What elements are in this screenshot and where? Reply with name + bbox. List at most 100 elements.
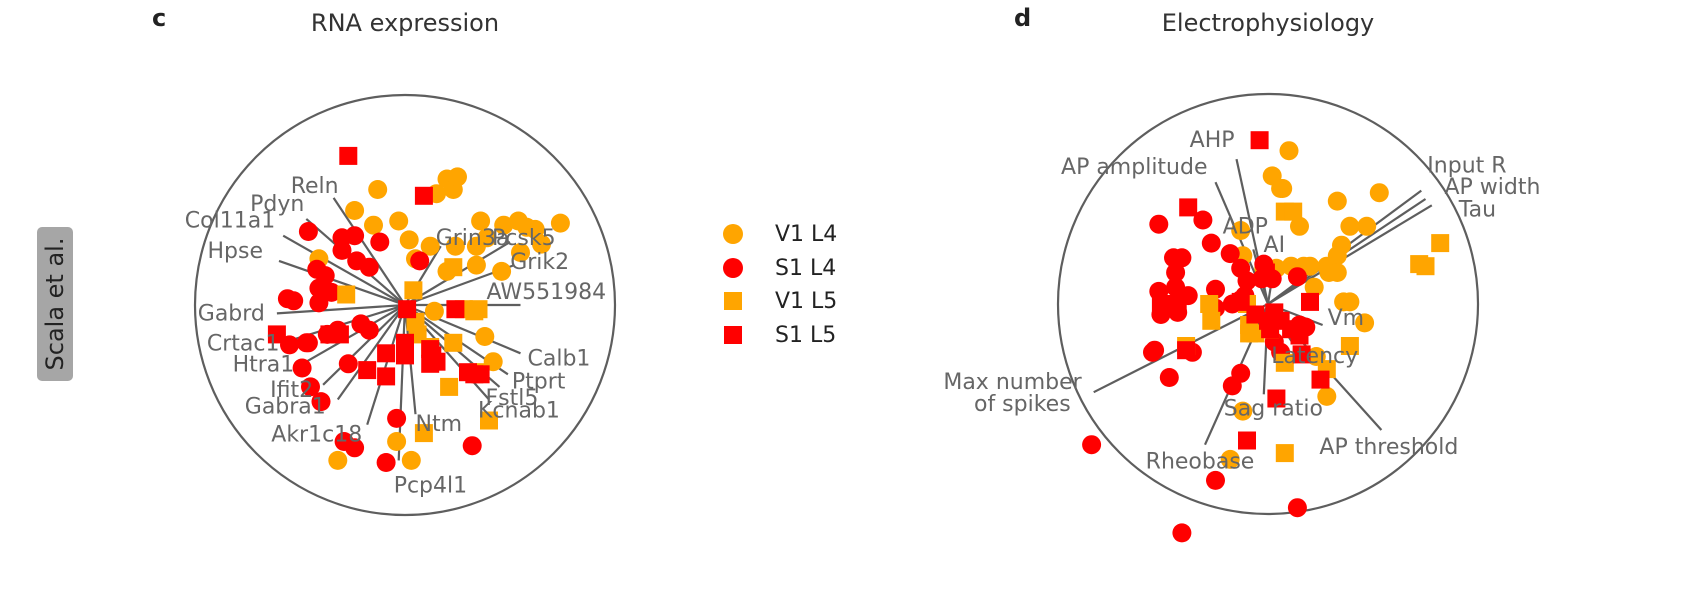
point-v1-l4 bbox=[471, 211, 491, 231]
loading-label-grin3a: Grin3a bbox=[436, 226, 510, 251]
loading-label-col11a1: Col11a1 bbox=[185, 209, 275, 234]
point-v1-l4 bbox=[448, 167, 467, 187]
point-s1-l4 bbox=[1143, 342, 1162, 362]
point-v1-l4 bbox=[1327, 191, 1347, 211]
point-s1-l5 bbox=[1250, 131, 1269, 150]
point-v1-l4 bbox=[345, 201, 365, 220]
point-v1-l4 bbox=[1220, 449, 1240, 469]
legend-marker-s1-l4 bbox=[723, 258, 743, 278]
point-s1-l4 bbox=[332, 240, 352, 260]
point-v1-l4 bbox=[1340, 292, 1360, 312]
point-v1-l4 bbox=[387, 432, 407, 451]
loading-label-pdyn: Pdyn bbox=[250, 192, 304, 217]
point-v1-l5 bbox=[1416, 257, 1435, 276]
loading-label-adp: ADP bbox=[1223, 214, 1268, 239]
point-s1-l4 bbox=[1082, 435, 1102, 455]
legend-item-s1-l4: S1 L4 bbox=[723, 256, 836, 281]
loading-line-akr1c18 bbox=[366, 304, 407, 426]
point-s1-l5 bbox=[1311, 370, 1330, 389]
point-s1-l4 bbox=[1206, 470, 1225, 490]
point-s1-l4 bbox=[1222, 376, 1242, 396]
unit-circle-ephys bbox=[1056, 92, 1480, 516]
point-s1-l4 bbox=[284, 291, 304, 311]
loading-label-tau: Tau bbox=[1458, 197, 1496, 222]
point-s1-l4 bbox=[376, 453, 396, 472]
point-s1-l4 bbox=[345, 226, 365, 246]
point-s1-l5 bbox=[1256, 263, 1275, 282]
point-v1-l5 bbox=[1284, 202, 1303, 221]
loading-line-hpse bbox=[278, 259, 406, 307]
loading-label-reln: Reln bbox=[291, 174, 339, 199]
point-v1-l4 bbox=[532, 234, 551, 254]
point-s1-l5 bbox=[1290, 326, 1309, 345]
point-v1-l4 bbox=[401, 450, 421, 470]
loading-line-tau bbox=[1267, 204, 1433, 305]
loading-label-ifit2: Ifit2 bbox=[270, 378, 313, 403]
point-s1-l4 bbox=[1287, 498, 1307, 518]
loading-label-sag-ratio: Sag ratio bbox=[1224, 396, 1323, 421]
loading-label-pcsk5: Pcsk5 bbox=[492, 226, 556, 251]
unit-circle-rna bbox=[193, 93, 617, 517]
point-s1-l4 bbox=[370, 232, 390, 252]
point-s1-l5 bbox=[1151, 295, 1170, 313]
loading-label-ai: AI bbox=[1264, 233, 1286, 258]
point-s1-l4 bbox=[1149, 214, 1169, 234]
point-v1-l4 bbox=[1355, 313, 1375, 333]
point-s1-l4 bbox=[387, 408, 407, 428]
point-v1-l4 bbox=[525, 219, 545, 239]
point-v1-l4 bbox=[1233, 401, 1253, 421]
legend-label-v1-l4: V1 L4 bbox=[775, 222, 837, 247]
loading-line-ifit2 bbox=[322, 304, 406, 386]
point-s1-l5 bbox=[320, 325, 339, 344]
point-s1-l5 bbox=[1267, 389, 1286, 408]
point-v1-l4 bbox=[445, 236, 465, 256]
point-v1-l4 bbox=[1290, 216, 1309, 236]
point-v1-l5 bbox=[404, 281, 423, 300]
point-v1-l4 bbox=[1357, 216, 1377, 236]
point-s1-l4 bbox=[1201, 233, 1221, 253]
point-v1-l4 bbox=[328, 450, 348, 470]
loading-label-aw551984: AW551984 bbox=[487, 280, 607, 305]
point-v1-l4 bbox=[466, 236, 486, 256]
legend-marker-v1-l5 bbox=[724, 292, 742, 310]
point-v1-l5 bbox=[444, 258, 463, 277]
point-v1-l5 bbox=[1275, 353, 1294, 372]
legend-marker-v1-l4 bbox=[723, 224, 743, 244]
legend-item-v1-l5: V1 L5 bbox=[724, 289, 837, 314]
point-v1-l5 bbox=[1202, 311, 1221, 330]
point-s1-l5 bbox=[1177, 341, 1196, 360]
point-s1-l4 bbox=[298, 222, 318, 241]
point-v1-l4 bbox=[466, 255, 486, 275]
point-s1-l4 bbox=[359, 320, 379, 340]
point-v1-l4 bbox=[368, 180, 388, 199]
point-s1-l4 bbox=[309, 293, 329, 313]
panel-title-rna: RNA expression bbox=[311, 9, 499, 37]
point-s1-l5 bbox=[1301, 292, 1319, 311]
point-v1-l5 bbox=[480, 411, 498, 430]
panel-letter-d: d bbox=[1014, 4, 1031, 32]
legend-item-s1-l5: S1 L5 bbox=[724, 323, 836, 348]
loading-label-ap-threshold: AP threshold bbox=[1319, 435, 1458, 460]
points-ephys bbox=[1082, 131, 1450, 543]
loading-label-pcp4l1: Pcp4l1 bbox=[394, 473, 467, 498]
point-s1-l4 bbox=[338, 354, 358, 374]
point-v1-l4 bbox=[1340, 216, 1360, 236]
point-v1-l4 bbox=[1231, 221, 1251, 240]
point-v1-l4 bbox=[492, 261, 512, 281]
point-s1-l5 bbox=[1172, 286, 1191, 305]
loading-label-akr1c18: Akr1c18 bbox=[271, 423, 362, 448]
point-v1-l4 bbox=[1304, 277, 1324, 297]
loading-line-reln bbox=[332, 197, 406, 306]
point-v1-l5 bbox=[1340, 337, 1359, 355]
point-v1-l4 bbox=[1273, 179, 1293, 198]
loading-line-htra1 bbox=[305, 304, 406, 363]
panel-title-ephys: Electrophysiology bbox=[1162, 9, 1375, 37]
side-label-box bbox=[37, 227, 73, 381]
point-s1-l4 bbox=[462, 436, 482, 456]
point-v1-l5 bbox=[1275, 444, 1294, 463]
point-s1-l5 bbox=[377, 367, 396, 386]
point-s1-l4 bbox=[345, 438, 365, 458]
